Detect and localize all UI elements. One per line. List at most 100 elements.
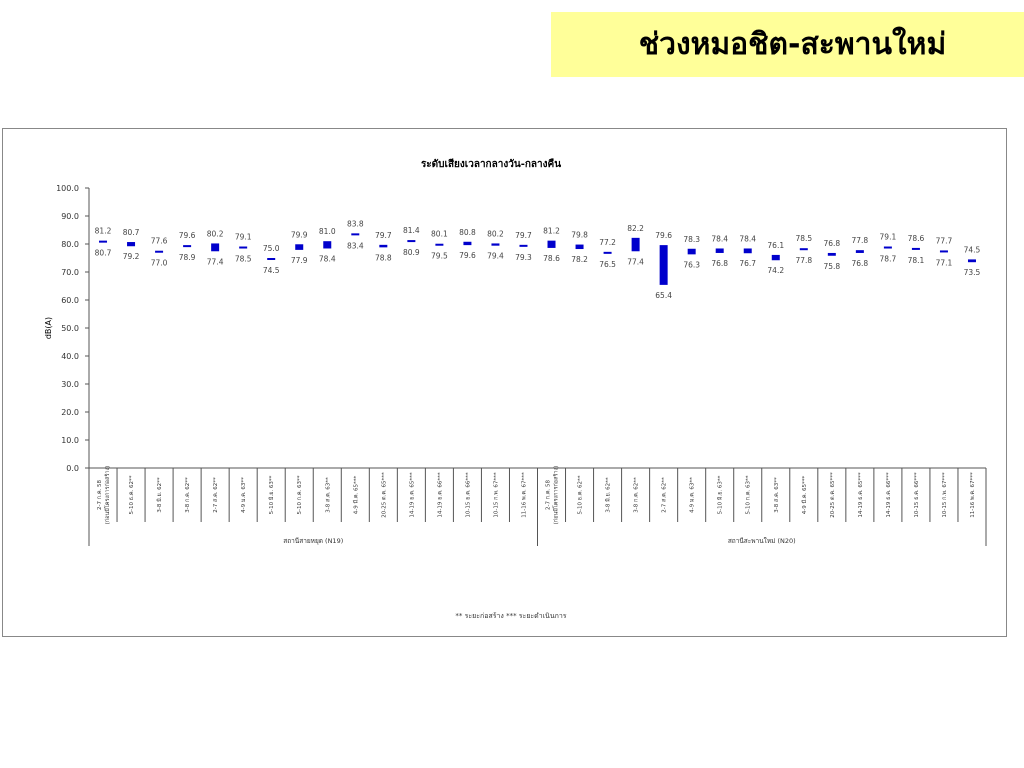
x-tick-label: 5-10 ธ.ค. 62**: [577, 475, 584, 514]
y-tick-label: 20.0: [61, 408, 79, 417]
y-tick-label: 90.0: [61, 212, 79, 221]
low-value-label: 78.4: [319, 254, 336, 263]
x-tick-label: 5-10 ธ.ค. 62**: [128, 475, 135, 514]
range-bar: [799, 248, 808, 251]
low-value-label: 79.6: [459, 251, 476, 260]
y-tick-label: 40.0: [61, 352, 79, 361]
range-bar: [435, 243, 444, 246]
low-value-label: 78.6: [543, 254, 560, 263]
high-value-label: 79.7: [375, 231, 392, 240]
range-bar: [183, 245, 192, 248]
high-value-label: 79.7: [515, 231, 532, 240]
range-bar: [547, 240, 556, 248]
x-tick-label: 14-19 ธ.ค. 66***: [885, 472, 892, 518]
title-banner: ช่วงหมอชิต-สะพานใหม่: [551, 12, 1024, 77]
y-tick-label: 0.0: [66, 464, 79, 473]
high-value-label: 76.8: [823, 239, 840, 248]
x-tick-label: 10-15 ธ.ค. 66***: [913, 472, 920, 518]
range-bar: [491, 243, 500, 246]
x-tick-label: 5-10 ก.ค. 63**: [297, 475, 303, 514]
x-tick-label-note: (ก่อนมีโครงการก่อสร้าง): [103, 466, 111, 525]
x-tick-label: 4-9 มี.ค. 65***: [352, 475, 359, 514]
x-tick-label-note: (ก่อนมีโครงการก่อสร้าง): [552, 466, 560, 525]
low-value-label: 79.4: [487, 252, 504, 261]
low-value-label: 77.4: [207, 257, 224, 266]
high-value-label: 79.1: [880, 233, 897, 242]
x-tick-label: 10-15 ธ.ค. 66***: [464, 472, 471, 518]
x-tick-label: 11-16 พ.ค. 67***: [970, 472, 976, 518]
chart-frame: ระดับเสียงเวลากลางวัน-กลางคืน dB(A) 0.0 10.…: [2, 128, 1007, 637]
range-bar: [519, 244, 528, 247]
x-tick-label: 20-25 ต.ค. 65***: [830, 472, 836, 518]
x-tick-label: 5-10 มิ.ย. 63**: [268, 475, 275, 514]
low-value-label: 77.4: [627, 257, 644, 266]
low-value-label: 74.5: [263, 266, 280, 275]
x-tick-label: 4-9 ม.ค. 63**: [241, 477, 247, 513]
low-value-label: 76.8: [711, 259, 728, 268]
y-tick-label: 60.0: [61, 296, 79, 305]
x-tick-label: 14-19 ธ.ค. 65***: [857, 472, 864, 518]
high-value-label: 80.1: [431, 230, 448, 239]
low-value-label: 79.3: [515, 253, 532, 262]
y-tick-label: 10.0: [61, 436, 79, 445]
high-value-label: 81.4: [403, 226, 420, 235]
low-value-label: 74.2: [767, 266, 784, 275]
range-bar: [883, 246, 892, 249]
group-label: สถานีสายหยุด (N19): [283, 537, 343, 545]
range-bar: [295, 244, 304, 250]
high-value-label: 78.3: [683, 235, 700, 244]
x-tick-label: 3-8 ส.ค. 63**: [324, 477, 331, 513]
range-bar: [127, 242, 136, 247]
high-value-label: 81.2: [95, 227, 112, 236]
x-tick-label: 4-9 ม.ค. 63**: [690, 477, 696, 513]
x-tick-label: 20-25 ต.ค. 65***: [381, 472, 387, 518]
noise-level-chart: ระดับเสียงเวลากลางวัน-กลางคืน dB(A) 0.0 10.…: [44, 158, 987, 620]
range-bar: [687, 248, 696, 255]
range-bar: [603, 251, 612, 254]
range-bar: [743, 248, 752, 254]
page-title: ช่วงหมอชิต-สะพานใหม่: [638, 27, 947, 62]
x-tick-label: 10-15 ก.พ. 67***: [493, 472, 499, 517]
y-tick-label: 80.0: [61, 240, 79, 249]
y-tick-label: 70.0: [61, 268, 79, 277]
group-label: สถานีสะพานใหม่ (N20): [728, 537, 796, 545]
range-bar: [575, 244, 584, 250]
range-bar: [323, 241, 332, 249]
high-value-label: 80.7: [123, 228, 140, 237]
high-value-label: 77.6: [151, 237, 168, 246]
range-bar: [407, 240, 416, 243]
low-value-label: 76.3: [683, 260, 700, 269]
high-value-label: 74.5: [964, 245, 981, 254]
low-value-label: 77.8: [795, 256, 812, 265]
x-tick-label: 2-7 ส.ค. 62**: [661, 477, 668, 513]
low-value-label: 78.1: [908, 256, 925, 265]
high-value-label: 81.2: [543, 227, 560, 236]
low-value-label: 78.2: [571, 255, 588, 264]
low-value-label: 76.7: [739, 259, 756, 268]
high-value-label: 79.6: [655, 231, 672, 240]
range-bar: [967, 259, 976, 263]
x-tick-label: 2-7 ก.ค. 58: [97, 480, 103, 510]
x-tick-label: 2-7 ส.ค. 62**: [212, 477, 219, 513]
high-value-label: 80.8: [459, 228, 476, 237]
footnote: ** ระยะก่อสร้าง *** ระยะดำเนินการ: [455, 612, 566, 620]
y-axis-label: dB(A): [44, 317, 53, 339]
high-value-label: 75.0: [263, 244, 280, 253]
high-value-label: 82.2: [627, 224, 644, 233]
x-tick-label: 11-16 พ.ค. 67***: [521, 472, 527, 518]
high-value-label: 83.8: [347, 219, 364, 228]
high-value-label: 79.9: [291, 230, 308, 239]
range-bar: [939, 250, 948, 253]
low-value-label: 79.5: [431, 252, 448, 261]
low-value-label: 80.7: [95, 249, 112, 258]
x-tick-label: 3-8 ก.ค. 62**: [634, 477, 640, 513]
low-value-label: 76.8: [852, 259, 869, 268]
range-bar: [267, 258, 276, 260]
range-bar: [211, 243, 220, 252]
high-value-label: 78.5: [795, 234, 812, 243]
low-value-label: 79.2: [123, 252, 140, 261]
high-value-label: 77.2: [599, 238, 616, 247]
x-tick-label: 10-15 ก.พ. 67***: [942, 472, 948, 517]
low-value-label: 78.7: [880, 255, 897, 264]
high-value-label: 79.1: [235, 233, 252, 242]
